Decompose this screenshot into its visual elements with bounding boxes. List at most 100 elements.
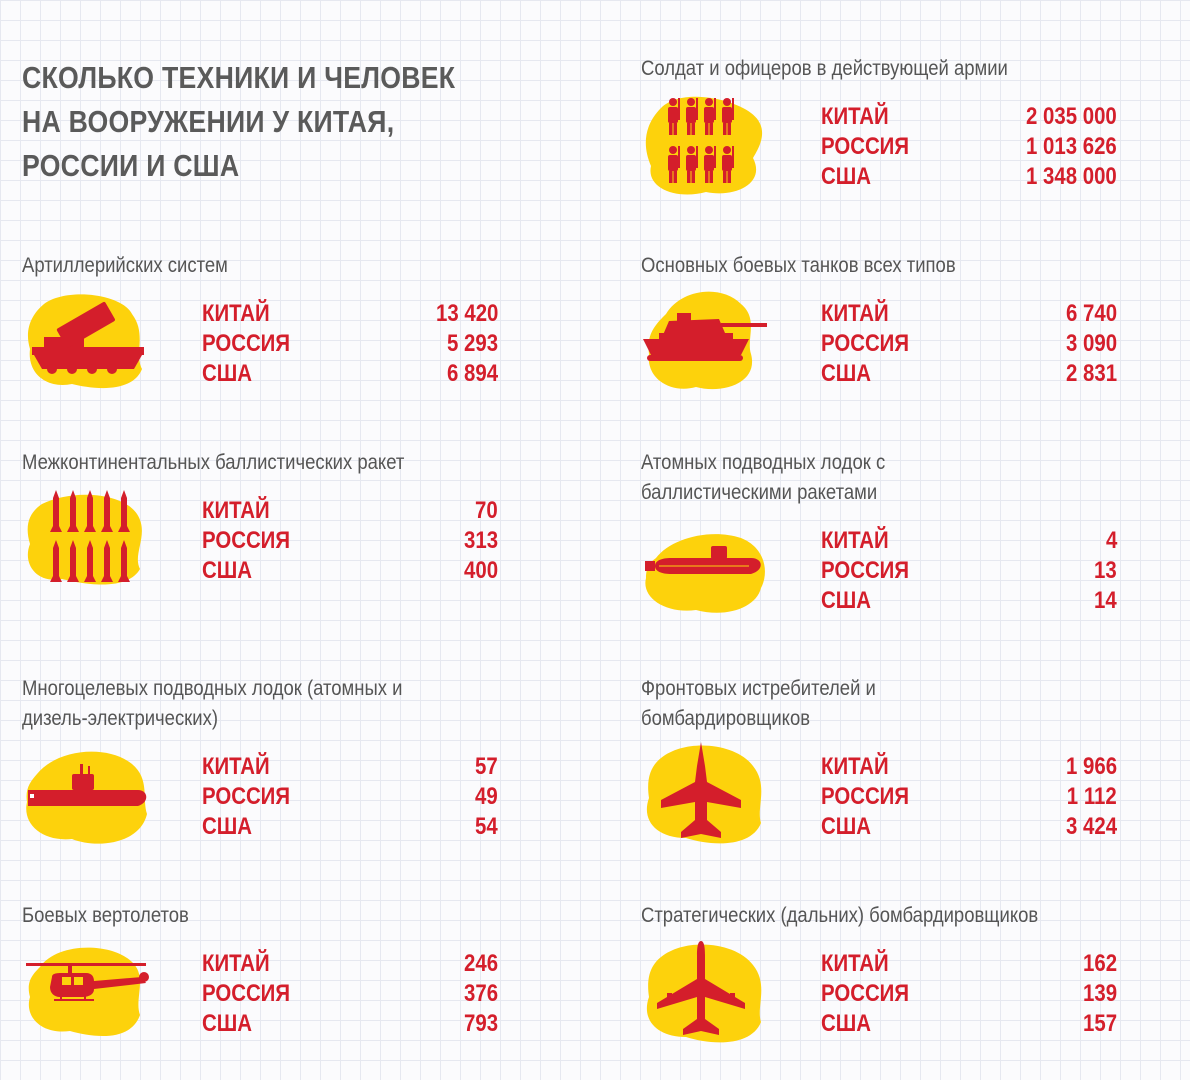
section-title: Атомных подводных лодок с баллистическим… bbox=[641, 451, 886, 504]
value-label: 2 831 bbox=[1065, 360, 1117, 387]
row-usa: США 793 bbox=[202, 1009, 498, 1039]
country-label: КИТАЙ bbox=[202, 497, 270, 524]
row-usa: США 400 bbox=[202, 556, 498, 586]
section-ballistic-submarines: Атомных подводных лодок с баллистическим… bbox=[641, 448, 1141, 614]
country-label: КИТАЙ bbox=[821, 527, 889, 554]
country-label: РОССИЯ bbox=[821, 783, 910, 810]
country-label: РОССИЯ bbox=[202, 980, 291, 1007]
section-bombers: Стратегических (дальних) бомбардировщико… bbox=[641, 901, 1141, 1043]
country-label: США bbox=[821, 360, 871, 387]
section-soldiers: Солдат и офицеров в действующей армии КИ… bbox=[641, 54, 1141, 195]
section-tanks: Основных боевых танков всех типов КИТАЙ 6… bbox=[641, 251, 1141, 390]
value-label: 1 112 bbox=[1067, 783, 1117, 810]
row-russia: РОССИЯ 1 013 626 bbox=[821, 132, 1117, 162]
missiles-icon bbox=[22, 484, 152, 594]
row-china: КИТАЙ 6 740 bbox=[821, 299, 1117, 329]
value-label: 3 090 bbox=[1065, 330, 1117, 357]
country-label: РОССИЯ bbox=[202, 783, 291, 810]
bomber-icon bbox=[641, 937, 771, 1047]
country-label: КИТАЙ bbox=[202, 950, 270, 977]
value-label: 57 bbox=[475, 753, 498, 780]
row-usa: США 54 bbox=[202, 812, 498, 842]
row-usa: США 6 894 bbox=[202, 359, 498, 389]
row-china: КИТАЙ 57 bbox=[202, 752, 498, 782]
section-submarines: Многоцелевых подводных лодок (атомных и … bbox=[22, 674, 522, 844]
country-label: РОССИЯ bbox=[821, 330, 910, 357]
value-label: 246 bbox=[463, 950, 498, 977]
ballistic-submarine-icon bbox=[641, 518, 771, 628]
row-china: КИТАЙ 246 bbox=[202, 949, 498, 979]
data-rows: КИТАЙ 70 РОССИЯ 313 США 400 bbox=[202, 496, 498, 586]
value-label: 13 420 bbox=[435, 300, 498, 327]
artillery-icon bbox=[22, 289, 152, 399]
value-label: 162 bbox=[1082, 950, 1117, 977]
data-rows: КИТАЙ 162 РОССИЯ 139 США 157 bbox=[821, 949, 1117, 1039]
value-label: 793 bbox=[463, 1010, 498, 1037]
row-usa: США 2 831 bbox=[821, 359, 1117, 389]
data-rows: КИТАЙ 13 420 РОССИЯ 5 293 США 6 894 bbox=[202, 299, 498, 389]
row-russia: РОССИЯ 13 bbox=[821, 556, 1117, 586]
row-usa: США 14 bbox=[821, 586, 1117, 616]
section-title: Боевых вертолетов bbox=[22, 904, 189, 927]
row-russia: РОССИЯ 5 293 bbox=[202, 329, 498, 359]
value-label: 54 bbox=[475, 813, 498, 840]
country-label: РОССИЯ bbox=[821, 133, 910, 160]
country-label: РОССИЯ bbox=[202, 527, 291, 554]
country-label: США bbox=[821, 813, 871, 840]
country-label: РОССИЯ bbox=[821, 557, 910, 584]
value-label: 5 293 bbox=[446, 330, 498, 357]
value-label: 13 bbox=[1094, 557, 1117, 584]
value-label: 139 bbox=[1082, 980, 1117, 1007]
row-russia: РОССИЯ 313 bbox=[202, 526, 498, 556]
row-china: КИТАЙ 1 966 bbox=[821, 752, 1117, 782]
row-china: КИТАЙ 70 bbox=[202, 496, 498, 526]
value-label: 70 bbox=[475, 497, 498, 524]
country-label: КИТАЙ bbox=[202, 753, 270, 780]
section-title: Солдат и офицеров в действующей армии bbox=[641, 57, 1008, 80]
value-label: 2 035 000 bbox=[1026, 103, 1117, 130]
data-rows: КИТАЙ 6 740 РОССИЯ 3 090 США 2 831 bbox=[821, 299, 1117, 389]
country-label: КИТАЙ bbox=[821, 950, 889, 977]
row-usa: США 157 bbox=[821, 1009, 1117, 1039]
value-label: 6 894 bbox=[446, 360, 498, 387]
country-label: США bbox=[821, 1010, 871, 1037]
value-label: 376 bbox=[463, 980, 498, 1007]
section-title: Фронтовых истребителей и бомбардировщико… bbox=[641, 677, 876, 730]
country-label: РОССИЯ bbox=[821, 980, 910, 1007]
row-usa: США 1 348 000 bbox=[821, 162, 1117, 192]
data-rows: КИТАЙ 4 РОССИЯ 13 США 14 bbox=[821, 526, 1117, 616]
section-helicopters: Боевых вертолетов КИТАЙ 246 РОССИЯ 376 США… bbox=[22, 901, 522, 1037]
row-china: КИТАЙ 13 420 bbox=[202, 299, 498, 329]
value-label: 1 966 bbox=[1065, 753, 1117, 780]
helicopter-icon bbox=[22, 937, 152, 1047]
row-russia: РОССИЯ 139 bbox=[821, 979, 1117, 1009]
value-label: 6 740 bbox=[1065, 300, 1117, 327]
country-label: КИТАЙ bbox=[821, 300, 889, 327]
page-title: СКОЛЬКО ТЕХНИКИ И ЧЕЛОВЕК НА ВООРУЖЕНИИ … bbox=[22, 60, 456, 183]
country-label: США bbox=[202, 813, 252, 840]
data-rows: КИТАЙ 2 035 000 РОССИЯ 1 013 626 США 1 348 … bbox=[821, 102, 1117, 192]
soldiers-icon bbox=[641, 88, 771, 198]
country-label: США bbox=[202, 360, 252, 387]
section-artillery: Артиллерийских систем КИТАЙ 13 420 РОССИЯ… bbox=[22, 251, 522, 389]
value-label: 49 bbox=[475, 783, 498, 810]
row-russia: РОССИЯ 49 bbox=[202, 782, 498, 812]
value-label: 1 013 626 bbox=[1026, 133, 1117, 160]
row-china: КИТАЙ 2 035 000 bbox=[821, 102, 1117, 132]
row-russia: РОССИЯ 1 112 bbox=[821, 782, 1117, 812]
country-label: США bbox=[821, 587, 871, 614]
value-label: 4 bbox=[1105, 527, 1117, 554]
country-label: КИТАЙ bbox=[202, 300, 270, 327]
section-title: Многоцелевых подводных лодок (атомных и … bbox=[22, 677, 403, 730]
data-rows: КИТАЙ 57 РОССИЯ 49 США 54 bbox=[202, 752, 498, 842]
row-usa: США 3 424 bbox=[821, 812, 1117, 842]
value-label: 313 bbox=[463, 527, 498, 554]
section-title: Основных боевых танков всех типов bbox=[641, 254, 956, 277]
submarine-icon bbox=[22, 744, 152, 854]
tank-icon bbox=[641, 289, 771, 399]
country-label: РОССИЯ bbox=[202, 330, 291, 357]
value-label: 400 bbox=[463, 557, 498, 584]
value-label: 3 424 bbox=[1065, 813, 1117, 840]
row-china: КИТАЙ 4 bbox=[821, 526, 1117, 556]
fighter-jet-icon bbox=[641, 738, 771, 848]
